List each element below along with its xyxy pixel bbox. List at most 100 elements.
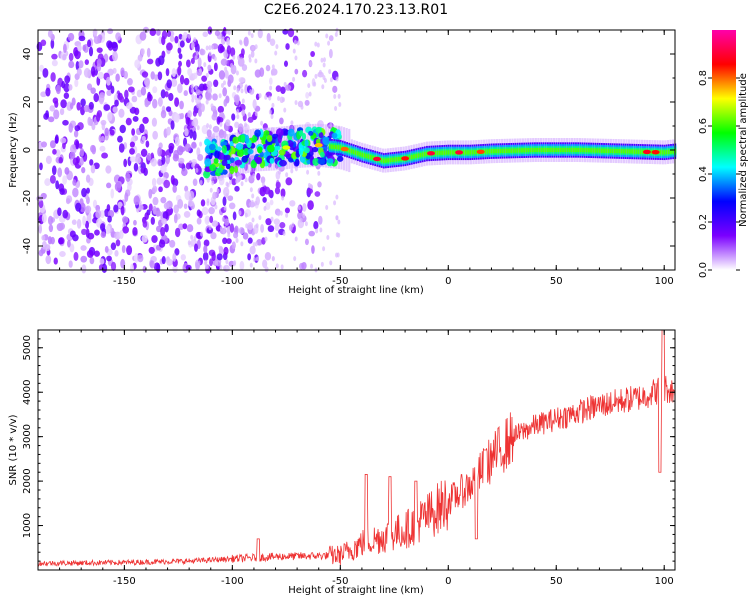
noise-speckle: [242, 232, 249, 240]
noise-speckle: [194, 95, 198, 101]
snr-x-axis-label: Height of straight line (km): [288, 585, 424, 596]
noise-speckle: [106, 182, 112, 189]
ridge-band: [475, 149, 478, 155]
noise-speckle: [249, 262, 253, 268]
noise-speckle: [224, 66, 228, 72]
noise-speckle: [47, 116, 55, 123]
noise-speckle: [72, 179, 77, 186]
noise-speckle: [62, 175, 68, 185]
noise-speckle: [123, 158, 128, 168]
ridge-band: [426, 151, 428, 156]
noise-speckle: [105, 225, 111, 235]
noise-speckle: [252, 99, 257, 109]
snr-x-ticks: -150 -100 -50 0 50 100: [37, 330, 674, 587]
noise-speckle: [202, 31, 209, 38]
noise-speckle: [178, 223, 184, 231]
noise-speckle: [104, 127, 109, 137]
ridge-band: [553, 147, 556, 153]
noise-speckle: [177, 145, 184, 156]
noise-speckle: [205, 72, 209, 78]
ridge-band: [564, 147, 567, 153]
ridge-blob: [221, 159, 228, 167]
noise-speckle: [199, 141, 203, 147]
ridge-band: [527, 148, 530, 153]
ridge-blob: [213, 158, 219, 164]
noise-speckle: [158, 55, 165, 66]
noise-speckle: [208, 225, 212, 231]
noise-speckle: [191, 201, 195, 207]
noise-speckle: [177, 66, 182, 76]
noise-speckle: [155, 210, 162, 217]
noise-speckle: [163, 172, 169, 179]
noise-speckle: [206, 198, 210, 204]
noise-speckle: [107, 68, 114, 76]
noise-speckle: [73, 251, 79, 261]
noise-speckle: [123, 71, 129, 79]
ridge-band: [579, 147, 582, 153]
noise-speckle: [150, 216, 155, 225]
ridge-band: [447, 150, 450, 155]
noise-speckle: [105, 165, 112, 174]
noise-speckle: [115, 32, 122, 41]
ridge-blob: [315, 126, 322, 134]
noise-speckle: [133, 162, 139, 172]
ridge-blob: [267, 144, 275, 153]
noise-speckle: [166, 42, 173, 51]
noise-speckle: [262, 196, 267, 203]
noise-speckle: [47, 236, 52, 245]
noise-speckle: [165, 68, 170, 77]
noise-speckle: [256, 172, 261, 181]
noise-speckle: [281, 97, 285, 103]
noise-speckle: [304, 221, 308, 227]
noise-speckle: [149, 260, 155, 269]
noise-speckle: [49, 140, 56, 149]
noise-speckle: [191, 97, 195, 103]
ridge-blob: [225, 154, 231, 161]
noise-speckle: [172, 252, 177, 262]
noise-speckle: [275, 263, 279, 269]
ridge-band: [359, 151, 361, 157]
snr-y-tick-label: 4000: [22, 379, 33, 404]
noise-speckle: [214, 30, 221, 37]
noise-speckle: [328, 35, 334, 42]
noise-speckle: [38, 199, 44, 209]
noise-speckle: [203, 62, 207, 68]
noise-speckle: [127, 86, 135, 93]
noise-speckle: [285, 177, 293, 186]
noise-speckle: [240, 88, 244, 94]
noise-speckle: [292, 48, 296, 54]
noise-speckle: [236, 114, 240, 120]
noise-speckle: [152, 130, 159, 140]
ridge-blob: [278, 149, 286, 156]
noise-speckle: [74, 49, 81, 60]
noise-speckle: [44, 178, 51, 186]
spectrogram-x-tick-label: -100: [221, 276, 244, 287]
noise-speckle: [226, 37, 230, 47]
noise-speckle: [68, 60, 75, 69]
noise-speckle: [285, 43, 290, 50]
noise-speckle: [192, 130, 197, 141]
noise-speckle: [141, 71, 149, 78]
noise-speckle: [251, 217, 255, 223]
noise-speckle: [146, 58, 154, 65]
noise-speckle: [257, 28, 263, 39]
noise-speckle: [119, 230, 124, 240]
noise-speckle: [183, 77, 190, 86]
ridge-band: [516, 148, 519, 153]
noise-speckle: [271, 64, 275, 70]
noise-speckle: [211, 113, 218, 121]
noise-speckle: [302, 203, 307, 212]
noise-speckle: [133, 219, 137, 226]
noise-speckle: [222, 26, 227, 37]
noise-speckle: [109, 129, 115, 136]
noise-speckle: [222, 87, 228, 97]
figure-title: C2E6.2024.170.23.13.R01: [264, 2, 448, 18]
snr-line-layer: [37, 329, 676, 568]
noise-speckle: [268, 109, 272, 115]
noise-speckle: [157, 158, 162, 167]
noise-speckle: [156, 263, 161, 273]
snr-y-ticks: 1000 2000 3000 4000 5000: [22, 329, 675, 562]
noise-speckle: [65, 197, 71, 205]
noise-speckle: [240, 181, 244, 187]
ridge-band: [490, 149, 493, 154]
